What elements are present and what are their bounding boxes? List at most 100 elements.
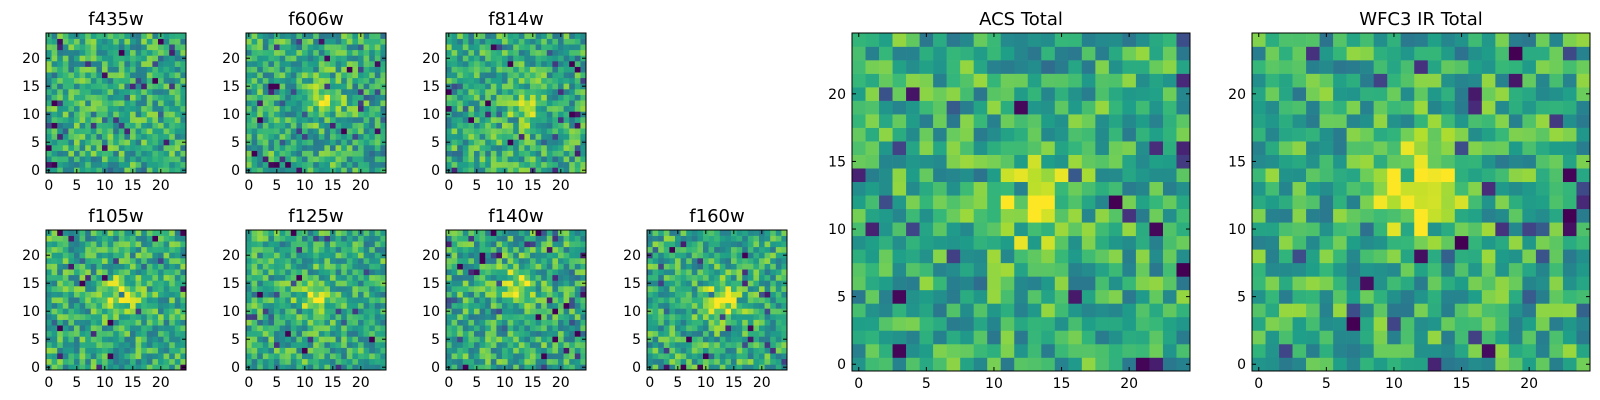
heatmap-cell (307, 55, 314, 62)
heatmap-cell (652, 297, 659, 304)
heatmap-cell (518, 330, 525, 337)
heatmap-cell (731, 336, 737, 343)
heatmap-cell (546, 263, 553, 270)
heatmap-cell (335, 347, 342, 354)
heatmap-cell (279, 44, 286, 51)
heatmap-cell (290, 38, 297, 45)
heatmap-cell (90, 252, 97, 259)
heatmap-cell (686, 258, 693, 264)
heatmap-cell (163, 55, 170, 62)
heatmap-cell (130, 156, 136, 163)
heatmap-cell (374, 263, 381, 270)
heatmap-cell (158, 342, 164, 348)
heatmap-cell (246, 325, 252, 332)
heatmap-cell (341, 252, 348, 259)
heatmap-cell (124, 325, 131, 332)
heatmap-cell (313, 72, 320, 79)
axes-frame (646, 229, 788, 371)
heatmap-cell (558, 258, 564, 264)
heatmap-cell (374, 133, 381, 140)
heatmap-cell (85, 336, 92, 343)
heatmap-cell (79, 336, 86, 343)
heatmap-cell (262, 72, 269, 79)
heatmap-cell (51, 167, 58, 174)
heatmap-cell (518, 319, 525, 326)
heatmap-cell (1027, 343, 1042, 358)
heatmap-cell (374, 280, 381, 287)
heatmap-cell (563, 44, 570, 51)
heatmap-cell (62, 258, 69, 264)
heatmap-cell (507, 286, 514, 292)
heatmap-cell (485, 77, 492, 84)
heatmap-cell (324, 61, 331, 67)
heatmap-cell (146, 314, 153, 320)
heatmap-cell (697, 297, 704, 304)
heatmap-cell (85, 314, 92, 320)
heatmap-cell (742, 342, 749, 348)
heatmap-cell (541, 156, 548, 163)
heatmap-cell (451, 49, 458, 56)
heatmap-cell (251, 49, 258, 56)
heatmap-cell (324, 358, 331, 365)
heatmap-cell (274, 83, 280, 90)
heatmap-cell (485, 94, 492, 101)
heatmap-cell (987, 168, 1002, 183)
heatmap-cell (1122, 289, 1137, 304)
heatmap-cell (74, 94, 80, 101)
heatmap-cell (736, 330, 743, 337)
heatmap-cell (569, 302, 576, 309)
heatmap-cell (490, 161, 497, 168)
heatmap-cell (124, 358, 131, 365)
heatmap-cell (1108, 289, 1123, 304)
heatmap-cell (180, 128, 187, 135)
heatmap-cell (324, 330, 331, 337)
heatmap-cell (496, 302, 503, 309)
heatmap-cell (152, 55, 159, 62)
heatmap-cell (246, 89, 252, 95)
heatmap-cell (124, 150, 131, 157)
heatmap-cell (474, 280, 480, 287)
heatmap-cell (742, 319, 749, 326)
heatmap-cell (358, 128, 364, 135)
heatmap-cell (725, 308, 732, 315)
heatmap-cell (130, 122, 136, 129)
heatmap-cell (158, 133, 164, 140)
heatmap-cell (546, 280, 553, 287)
heatmap-cell (46, 61, 52, 67)
heatmap-cell (563, 77, 570, 84)
heatmap-cell (163, 330, 170, 337)
heatmap-cell (262, 105, 269, 112)
heatmap-cell (457, 38, 464, 45)
heatmap-cell (346, 364, 353, 371)
heatmap-cell (257, 319, 264, 326)
heatmap-cell (107, 358, 114, 365)
heatmap-cell (518, 122, 525, 129)
heatmap-cell (262, 61, 269, 67)
heatmap-cell (770, 353, 777, 360)
heatmap-cell (74, 280, 80, 287)
heatmap-cell (135, 358, 142, 365)
heatmap-cell (307, 235, 314, 242)
heatmap-cell (541, 83, 548, 90)
heatmap-cell (324, 145, 331, 151)
heatmap-cell (113, 246, 120, 253)
heatmap-cell (865, 303, 880, 318)
heatmap-cell (1108, 249, 1123, 264)
heatmap-cell (457, 258, 464, 264)
heatmap-cell (296, 302, 303, 309)
heatmap-cell (1000, 222, 1015, 237)
heatmap-cell (759, 274, 765, 281)
heatmap-cell (113, 72, 120, 79)
heatmap-cell (96, 117, 103, 123)
heatmap-cell (307, 167, 314, 174)
heatmap-cell (324, 55, 331, 62)
heatmap-cell (457, 89, 464, 95)
heatmap-cell (507, 33, 514, 39)
heatmap-cell (1108, 330, 1123, 345)
heatmap-cell (90, 330, 97, 337)
heatmap-cell (62, 111, 69, 118)
heatmap-cell (736, 364, 743, 371)
heatmap-cell (446, 291, 452, 298)
heatmap-cell (85, 330, 92, 337)
heatmap-cell (892, 235, 907, 250)
